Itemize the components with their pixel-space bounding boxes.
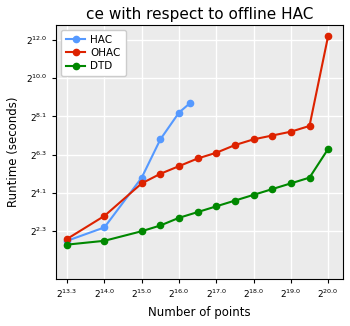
DTD bbox=[270, 187, 274, 191]
DTD bbox=[307, 176, 312, 180]
OHAC bbox=[102, 214, 106, 218]
OHAC bbox=[214, 151, 218, 155]
Y-axis label: Runtime (seconds): Runtime (seconds) bbox=[7, 96, 20, 207]
OHAC bbox=[270, 134, 274, 138]
OHAC bbox=[196, 156, 200, 160]
DTD bbox=[233, 199, 237, 202]
OHAC bbox=[177, 164, 181, 168]
Line: OHAC: OHAC bbox=[64, 33, 331, 242]
DTD bbox=[289, 181, 293, 185]
HAC bbox=[140, 176, 144, 180]
Title: ce with respect to offline HAC: ce with respect to offline HAC bbox=[86, 7, 313, 22]
HAC bbox=[177, 111, 181, 114]
OHAC bbox=[307, 124, 312, 128]
OHAC bbox=[289, 130, 293, 134]
Line: HAC: HAC bbox=[64, 100, 193, 244]
DTD bbox=[102, 239, 106, 243]
Legend: HAC, OHAC, DTD: HAC, OHAC, DTD bbox=[61, 30, 126, 76]
X-axis label: Number of points: Number of points bbox=[148, 306, 251, 319]
HAC bbox=[158, 137, 162, 141]
HAC bbox=[188, 101, 192, 105]
HAC bbox=[65, 239, 69, 243]
OHAC bbox=[233, 143, 237, 147]
DTD bbox=[196, 210, 200, 214]
OHAC bbox=[326, 34, 330, 38]
OHAC bbox=[140, 181, 144, 185]
DTD bbox=[158, 224, 162, 228]
DTD bbox=[177, 216, 181, 220]
DTD bbox=[326, 147, 330, 151]
DTD bbox=[251, 193, 256, 197]
OHAC bbox=[158, 172, 162, 176]
OHAC bbox=[251, 137, 256, 141]
DTD bbox=[214, 204, 218, 208]
DTD bbox=[65, 243, 69, 246]
HAC bbox=[102, 226, 106, 230]
DTD bbox=[140, 229, 144, 233]
Line: DTD: DTD bbox=[64, 146, 331, 248]
OHAC bbox=[65, 237, 69, 241]
